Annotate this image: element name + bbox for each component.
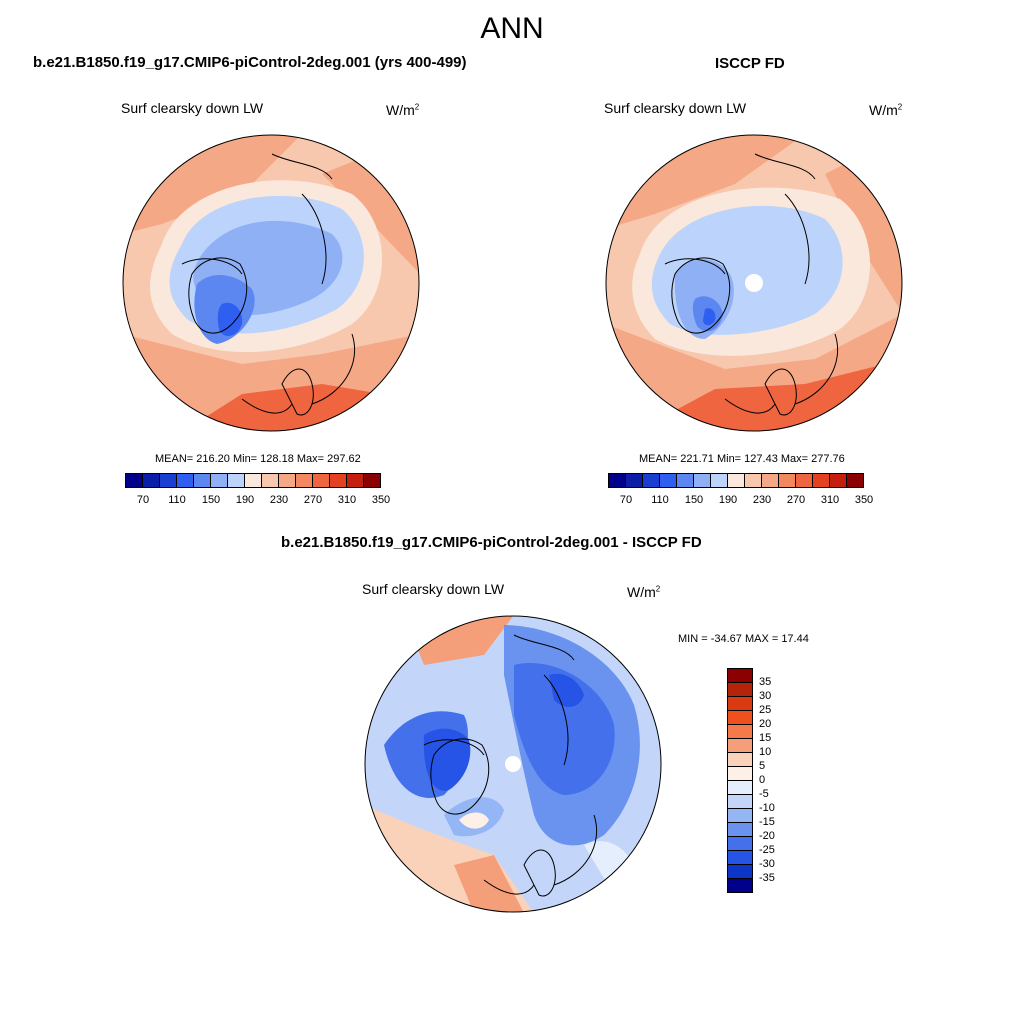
colorbar-swatch [727,682,753,697]
model-colorbar [125,473,381,488]
colorbar-swatch [727,850,753,865]
colorbar-tick-label: 150 [201,494,221,506]
colorbar-swatch [727,780,753,795]
colorbar-swatch [295,473,313,488]
colorbar-tick-label: 15 [759,732,772,744]
diff-polar-map [364,615,662,913]
colorbar-swatch [176,473,194,488]
colorbar-swatch [727,808,753,823]
model-variable-title: Surf clearsky down LW [121,100,264,116]
model-colorbar-labels: 70 110 150 190 230 270 310 350 [125,494,413,508]
model-stats: MEAN= 216.20 Min= 128.18 Max= 297.62 [155,453,361,465]
colorbar-swatch [727,836,753,851]
colorbar-tick-label: 270 [303,494,323,506]
colorbar-swatch [625,473,643,488]
colorbar-swatch [727,724,753,739]
colorbar-swatch [727,752,753,767]
model-case-title: b.e21.B1850.f19_g17.CMIP6-piControl-2deg… [33,54,467,71]
colorbar-swatch [346,473,364,488]
diff-colorbar [727,668,753,893]
colorbar-tick-label: 70 [619,494,633,506]
colorbar-swatch [278,473,296,488]
obs-colorbar-labels: 70 110 150 190 230 270 310 350 [608,494,896,508]
colorbar-swatch [727,794,753,809]
colorbar-swatch [363,473,381,488]
colorbar-swatch [727,473,745,488]
colorbar-tick-label: -35 [759,872,775,884]
colorbar-swatch [727,864,753,879]
colorbar-tick-label: 350 [371,494,391,506]
obs-stats: MEAN= 221.71 Min= 127.43 Max= 277.76 [639,453,845,465]
colorbar-tick-label: 310 [337,494,357,506]
colorbar-tick-label: 110 [651,494,669,506]
colorbar-tick-label: 35 [759,676,772,688]
colorbar-swatch [778,473,796,488]
colorbar-swatch [727,668,753,683]
colorbar-tick-label: 25 [759,704,772,716]
diff-units: W/m2 [627,584,661,600]
colorbar-swatch [193,473,211,488]
colorbar-swatch [210,473,228,488]
colorbar-swatch [727,822,753,837]
colorbar-swatch [744,473,762,488]
colorbar-swatch [761,473,779,488]
colorbar-swatch [829,473,847,488]
colorbar-swatch [244,473,262,488]
colorbar-tick-label: -5 [759,788,769,800]
colorbar-tick-label: 5 [759,760,766,772]
colorbar-tick-label: -10 [759,802,775,814]
colorbar-tick-label: 310 [820,494,840,506]
colorbar-swatch [727,710,753,725]
colorbar-swatch [727,878,753,893]
colorbar-swatch [812,473,830,488]
colorbar-swatch [846,473,864,488]
colorbar-swatch [159,473,177,488]
colorbar-tick-label: 230 [269,494,289,506]
colorbar-swatch [642,473,660,488]
diff-case-title: b.e21.B1850.f19_g17.CMIP6-piControl-2deg… [281,534,702,551]
colorbar-tick-label: 190 [718,494,738,506]
colorbar-tick-label: 350 [854,494,874,506]
colorbar-swatch [312,473,330,488]
colorbar-swatch [676,473,694,488]
colorbar-tick-label: 230 [752,494,772,506]
colorbar-swatch [795,473,813,488]
colorbar-swatch [659,473,677,488]
colorbar-swatch [329,473,347,488]
figure-title: ANN [480,12,544,45]
colorbar-tick-label: 0 [759,774,766,786]
colorbar-swatch [125,473,143,488]
colorbar-tick-label: 270 [786,494,806,506]
obs-case-title: ISCCP FD [715,55,785,72]
colorbar-tick-label: 10 [759,746,772,758]
colorbar-swatch [608,473,626,488]
colorbar-tick-label: 30 [759,690,772,702]
colorbar-tick-label: 190 [235,494,255,506]
colorbar-swatch [693,473,711,488]
obs-colorbar [608,473,864,488]
colorbar-tick-label: 110 [168,494,186,506]
colorbar-swatch [227,473,245,488]
diff-variable-title: Surf clearsky down LW [362,581,505,597]
colorbar-tick-label: 20 [759,718,772,730]
obs-polar-map [605,134,903,432]
obs-units: W/m2 [869,102,903,118]
colorbar-swatch [710,473,728,488]
colorbar-tick-label: -25 [759,844,775,856]
obs-variable-title: Surf clearsky down LW [604,100,747,116]
model-polar-map [122,134,420,432]
colorbar-tick-label: -15 [759,816,775,828]
colorbar-tick-label: -30 [759,858,775,870]
colorbar-swatch [261,473,279,488]
colorbar-tick-label: 150 [684,494,704,506]
colorbar-swatch [142,473,160,488]
diff-stats: MIN = -34.67 MAX = 17.44 [678,633,809,645]
colorbar-swatch [727,766,753,781]
colorbar-swatch [727,738,753,753]
colorbar-tick-label: 70 [136,494,150,506]
colorbar-swatch [727,696,753,711]
model-units: W/m2 [386,102,420,118]
colorbar-tick-label: -20 [759,830,775,842]
diff-colorbar-labels: 35 30 25 20 15 10 5 0 -5 -10 -15 -20 -25 -30 -35 [759,668,799,913]
